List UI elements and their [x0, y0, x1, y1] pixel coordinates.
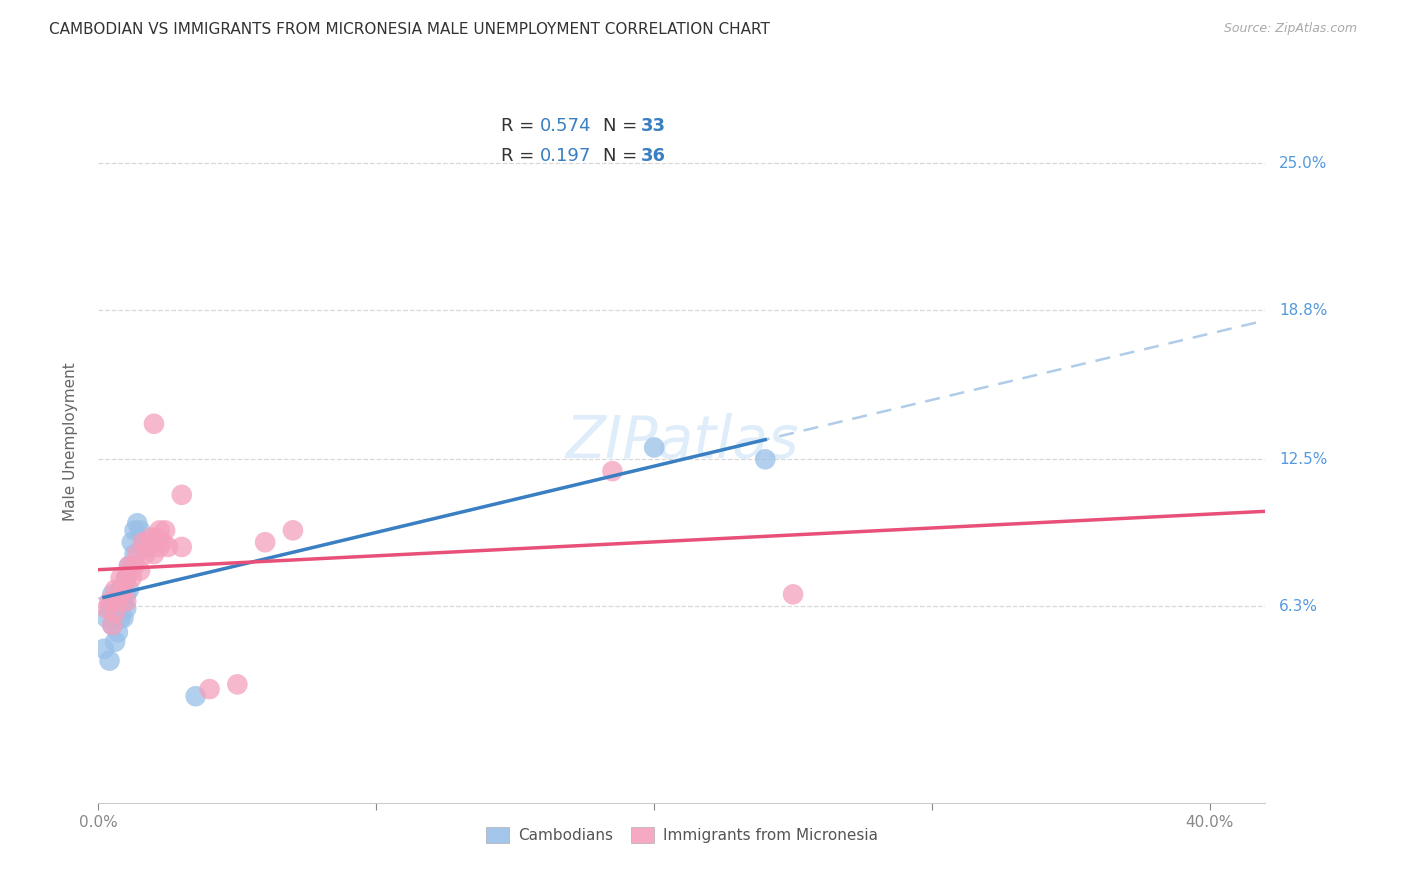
- Text: 12.5%: 12.5%: [1279, 452, 1327, 467]
- Point: [110, 582, 132, 597]
- Y-axis label: Male Unemployment: Male Unemployment: [63, 362, 77, 521]
- Point: [104, 607, 127, 621]
- Point: [115, 587, 138, 601]
- Point: [141, 531, 163, 545]
- Point: [107, 607, 129, 621]
- Point: [107, 594, 129, 608]
- Point: [115, 601, 138, 615]
- Point: [124, 558, 146, 573]
- Point: [96, 601, 118, 615]
- Point: [170, 540, 193, 554]
- Point: [112, 582, 135, 597]
- Point: [93, 641, 115, 656]
- Point: [254, 535, 277, 549]
- Text: 18.8%: 18.8%: [1279, 302, 1327, 318]
- Point: [98, 654, 121, 668]
- Point: [101, 587, 124, 601]
- Point: [141, 535, 163, 549]
- Point: [101, 618, 124, 632]
- Point: [118, 558, 141, 573]
- Text: ZIPatlas: ZIPatlas: [565, 413, 799, 470]
- Point: [121, 571, 143, 585]
- Text: 33: 33: [641, 117, 666, 135]
- Point: [148, 540, 170, 554]
- Point: [782, 587, 804, 601]
- Point: [132, 535, 155, 549]
- Point: [281, 524, 304, 538]
- Point: [135, 547, 157, 561]
- Point: [754, 452, 776, 467]
- Point: [135, 535, 157, 549]
- Point: [107, 625, 129, 640]
- Text: R =: R =: [501, 117, 540, 135]
- Point: [127, 547, 149, 561]
- Point: [101, 618, 124, 632]
- Point: [115, 571, 138, 585]
- Point: [98, 601, 121, 615]
- Point: [104, 607, 127, 621]
- Point: [104, 634, 127, 648]
- Point: [118, 558, 141, 573]
- Point: [96, 611, 118, 625]
- Point: [124, 524, 146, 538]
- Text: Source: ZipAtlas.com: Source: ZipAtlas.com: [1223, 22, 1357, 36]
- Point: [98, 594, 121, 608]
- Point: [156, 540, 179, 554]
- Point: [127, 516, 149, 531]
- Point: [132, 540, 155, 554]
- Point: [226, 677, 249, 691]
- Text: 25.0%: 25.0%: [1279, 156, 1327, 170]
- Point: [129, 524, 152, 538]
- Point: [115, 571, 138, 585]
- Text: CAMBODIAN VS IMMIGRANTS FROM MICRONESIA MALE UNEMPLOYMENT CORRELATION CHART: CAMBODIAN VS IMMIGRANTS FROM MICRONESIA …: [49, 22, 770, 37]
- Text: N =: N =: [603, 117, 643, 135]
- Text: 0.197: 0.197: [540, 147, 591, 165]
- Point: [146, 531, 169, 545]
- Point: [198, 682, 221, 697]
- Point: [138, 540, 160, 554]
- Legend: Cambodians, Immigrants from Micronesia: Cambodians, Immigrants from Micronesia: [479, 822, 884, 849]
- Point: [153, 524, 176, 538]
- Point: [121, 535, 143, 549]
- Point: [124, 547, 146, 561]
- Point: [150, 535, 173, 549]
- Point: [112, 594, 135, 608]
- Point: [148, 524, 170, 538]
- Text: 6.3%: 6.3%: [1279, 599, 1319, 614]
- Text: 0.574: 0.574: [540, 117, 591, 135]
- Point: [110, 571, 132, 585]
- Text: N =: N =: [603, 147, 643, 165]
- Point: [138, 535, 160, 549]
- Point: [115, 594, 138, 608]
- Point: [143, 417, 166, 431]
- Point: [602, 464, 624, 478]
- Point: [184, 689, 207, 703]
- Point: [112, 611, 135, 625]
- Point: [121, 558, 143, 573]
- Point: [104, 582, 127, 597]
- Point: [643, 441, 665, 455]
- Point: [110, 587, 132, 601]
- Point: [143, 547, 166, 561]
- Point: [107, 594, 129, 608]
- Point: [170, 488, 193, 502]
- Point: [118, 582, 141, 597]
- Point: [110, 611, 132, 625]
- Text: R =: R =: [501, 147, 540, 165]
- Point: [129, 564, 152, 578]
- Text: 36: 36: [641, 147, 666, 165]
